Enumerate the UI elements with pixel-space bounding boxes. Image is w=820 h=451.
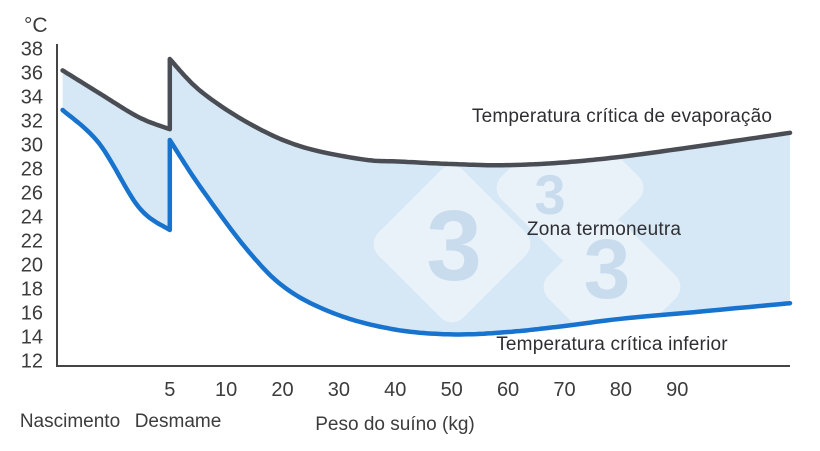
- y-tick-label: 36: [20, 62, 43, 85]
- y-tick-label: 20: [20, 254, 43, 277]
- y-tick-label: 24: [20, 206, 43, 229]
- watermark-digit: 3: [534, 163, 565, 226]
- y-tick-label: 38: [20, 38, 43, 61]
- lower-critical-temperature-line: [60, 107, 793, 337]
- y-tick-label: 30: [20, 134, 43, 157]
- upper-critical-temperature-line: [60, 56, 793, 168]
- y-tick-label: 28: [20, 158, 43, 181]
- watermark-diamond-icon: [373, 165, 531, 323]
- y-tick-label: 14: [20, 326, 43, 349]
- birth-label: Nascimento: [19, 411, 121, 432]
- y-axis-tick-labels: 38 36 34 32 30 28 26 24 22 20 18 16 14 12: [0, 0, 49, 451]
- y-tick-label: 32: [20, 110, 43, 133]
- y-tick-label: 22: [20, 230, 43, 253]
- watermark-digit: 3: [426, 190, 482, 302]
- y-axis-unit-label: °C: [24, 14, 48, 37]
- y-tick-label: 18: [20, 278, 43, 301]
- y-tick-label: 34: [20, 86, 43, 109]
- y-tick-label: 16: [20, 302, 43, 325]
- weaning-label: Desmame: [134, 411, 222, 432]
- upper-critical-temperature-label: Temperatura crítica de evaporação: [471, 106, 773, 127]
- y-tick-label: 26: [20, 182, 43, 205]
- thermoneutral-zone-label: Zona termoneutra: [526, 219, 682, 240]
- watermark-digit: 3: [584, 222, 631, 316]
- y-tick-label: 12: [20, 350, 43, 373]
- lower-critical-temperature-label: Temperatura crítica inferior: [496, 334, 728, 355]
- x-axis-title: Peso do suíno (kg): [315, 414, 475, 435]
- axes-lines: [56, 44, 790, 367]
